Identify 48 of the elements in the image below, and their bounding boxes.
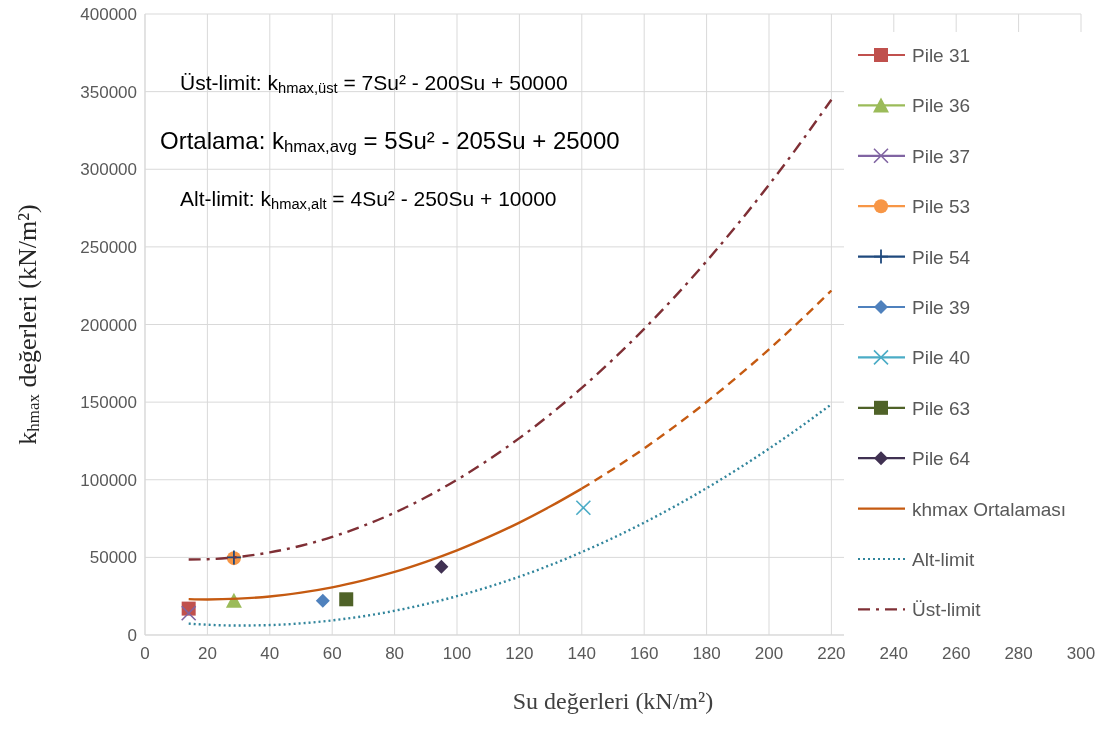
y-tick-label: 150000 (80, 393, 137, 413)
annotation: Üst-limit: k$_{hmax,üst}$ = 7Su² - 200Su + 50000 (180, 71, 568, 96)
x-tick-label: 240 (879, 644, 908, 663)
x-tick-label: 100 (442, 644, 472, 663)
y-tick-label: 200000 (80, 315, 137, 335)
point (434, 559, 449, 574)
x-tick-label: 0 (140, 644, 150, 663)
point (575, 499, 592, 516)
x-tick-label: 280 (1004, 644, 1033, 663)
point (339, 592, 354, 607)
x-tick-label: 20 (197, 644, 217, 663)
x-axis-title: Su değerleri (kN/m²) (512, 688, 714, 714)
x-tick-label: 160 (630, 644, 659, 663)
legend-label: Pile 40 (912, 347, 971, 369)
annotation: Alt-limit: k$_{hmax,alt}$ = 4Su² - 250Su + 10000 (180, 187, 557, 212)
x-tick-label: 120 (505, 644, 534, 663)
y-tick-label: 50000 (89, 548, 137, 568)
annotation: Ortalama: k$_{hmax,avg}$ = 5Su² - 205Su + 25000 (160, 127, 620, 157)
legend-label: khmax Ortalaması (912, 498, 1067, 520)
legend-label: Pile 54 (912, 246, 971, 268)
legend-label: Pile 64 (912, 448, 971, 470)
y-tick-label: 0 (127, 626, 137, 645)
legend-label: Alt-limit (912, 549, 975, 570)
legend-label: Pile 37 (912, 145, 971, 167)
x-tick-label: 200 (754, 644, 784, 663)
y-tick-label: 100000 (80, 470, 137, 490)
point (225, 592, 242, 608)
y-tick-label: 250000 (80, 237, 137, 257)
legend-label: Pile 31 (912, 45, 971, 66)
x-tick-label: 220 (817, 644, 846, 663)
legend-label: Pile 36 (912, 95, 971, 117)
x-tick-label: 80 (385, 644, 405, 663)
x-tick-label: 260 (942, 644, 971, 663)
legend-label: Pile 63 (912, 397, 971, 419)
line-series (187, 403, 833, 627)
y-tick-label: 300000 (80, 160, 137, 180)
y-tick-label: 350000 (80, 82, 137, 102)
legend-label: Üst-limit (912, 599, 982, 621)
x-tick-label: 180 (692, 644, 721, 663)
point (180, 605, 197, 622)
point (315, 593, 330, 608)
x-tick-label: 40 (260, 644, 280, 663)
legend-label: Pile 53 (912, 196, 971, 218)
x-tick-label: 140 (567, 644, 596, 663)
y-tick-label: 400000 (80, 5, 137, 24)
x-tick-label: 60 (322, 644, 342, 663)
legend-label: Pile 39 (912, 297, 971, 318)
x-tick-label: 300 (1066, 644, 1096, 663)
